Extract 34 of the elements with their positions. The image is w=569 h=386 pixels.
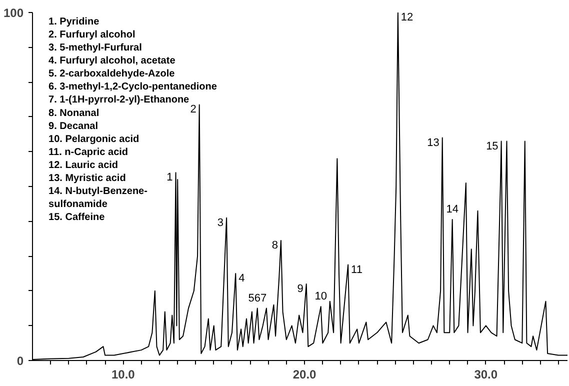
annotation: 3 (217, 216, 224, 229)
annotation: 9. Decanal (48, 120, 98, 132)
annotation: 8. Nonanal (48, 108, 100, 119)
annotation: 10. Pelargonic acid (48, 134, 140, 145)
annotation: 13 (427, 136, 440, 149)
annotation: 3. 5-methyl-Furfural (48, 42, 142, 54)
annotation: 2. Furfuryl alcohol (48, 29, 136, 40)
annotation: 10 (314, 290, 327, 303)
x-tick-label: 30.0 (474, 368, 498, 382)
annotation: 7. 1-(1H-pyrrol-2-yl)-Ethanone (48, 94, 190, 106)
annotation: 15. Caffeine (48, 212, 106, 224)
annotation: 11 (351, 264, 362, 276)
annotation: 6. 3-methyl-1,2-Cyclo-pentanedione (48, 82, 218, 93)
annotation: 13. Myristic acid (48, 173, 126, 184)
annotation: 4 (238, 272, 245, 284)
x-tick-label: 10.0 (112, 368, 136, 382)
annotation: 14 (446, 204, 458, 216)
x-tick-label: 20.0 (292, 368, 317, 382)
y-tick-label: 0 (16, 354, 24, 368)
annotation: 12. Lauric acid (48, 160, 118, 171)
y-tick-label: 100 (3, 6, 24, 20)
annotation: 5. 2-carboxaldehyde-Azole (48, 68, 176, 80)
annotation: 567 (248, 292, 267, 304)
annotation: 2 (190, 104, 196, 116)
annotation: 12 (400, 12, 414, 24)
annotation: 15 (486, 140, 498, 152)
annotation: 1 (166, 172, 173, 184)
annotation: 4. Furfuryl alcohol, acetate (48, 56, 176, 67)
annotation: 8 (272, 239, 278, 252)
annotation: sulfonamide (48, 199, 108, 210)
annotation: 9 (297, 282, 304, 295)
annotation: 11. n-Capric acid (48, 146, 128, 158)
annotation: 14. N-butyl-Benzene- (48, 186, 148, 198)
annotation: 1. Pyridine (48, 16, 100, 28)
